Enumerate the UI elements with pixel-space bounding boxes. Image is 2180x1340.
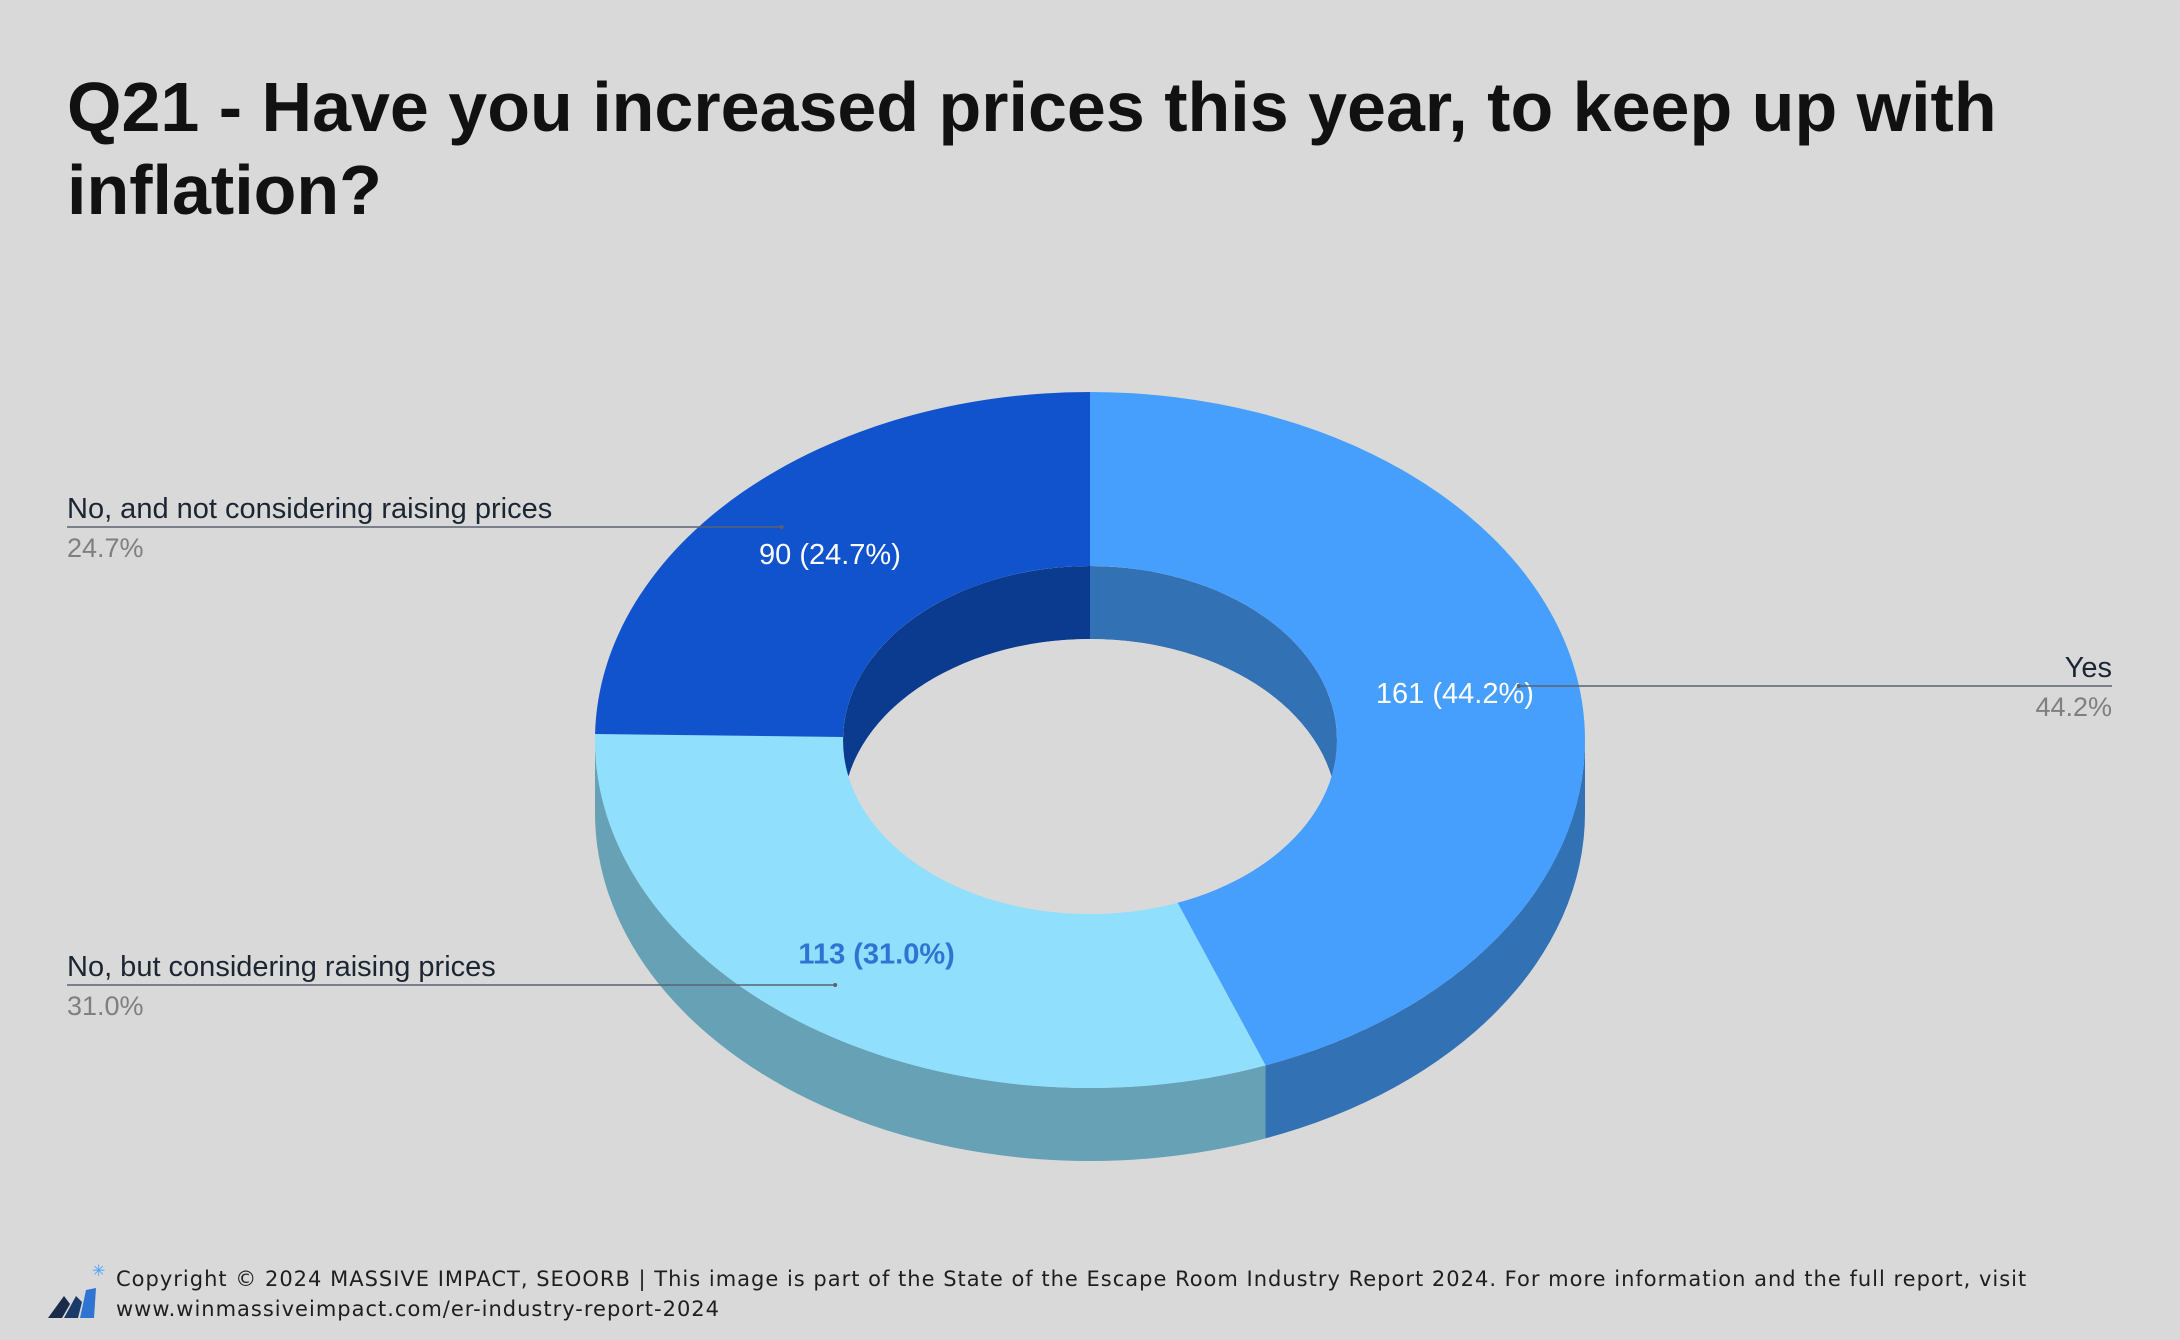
chart-title: Q21 - Have you increased prices this yea…	[67, 68, 1997, 229]
slice-1[interactable]	[594, 733, 1266, 1088]
callout-percent-1: 31.0%	[67, 991, 144, 1021]
callout-label-0: Yes	[2065, 652, 2112, 684]
data-label-1: 113 (31.0%)	[798, 939, 954, 971]
slice-0[interactable]	[1090, 392, 1585, 1066]
callout-dot-0	[1516, 684, 1521, 688]
slice-inner-wall-0	[1090, 566, 1337, 813]
callout-dot-2	[779, 525, 784, 529]
donut-chart: 161 (44.2%) 113 (31.0%) 90 (24.7%) Yes 44.2%…	[67, 392, 2112, 1161]
donut-top-faces	[594, 392, 1585, 1088]
footer: ✳ Copyright © 2024 MASSIVE IMPACT, SEOOR…	[46, 1258, 2166, 1328]
data-labels: 161 (44.2%) 113 (31.0%) 90 (24.7%)	[759, 539, 1534, 971]
slice-2[interactable]	[595, 392, 1090, 737]
massive-impact-logo-icon: ✳	[48, 1261, 105, 1318]
data-label-0: 161 (44.2%)	[1376, 678, 1534, 710]
slice-side-1	[595, 740, 1266, 1161]
callout-label-1: No, but considering raising prices	[67, 951, 496, 983]
copyright-text: Copyright © 2024 MASSIVE IMPACT, SEOORB …	[116, 1267, 2028, 1321]
callouts: Yes 44.2% No, but considering raising pric…	[67, 493, 2112, 1021]
callout-percent-0: 44.2%	[2035, 692, 2112, 722]
data-label-2: 90 (24.7%)	[759, 539, 901, 571]
callout-label-2: No, and not considering raising prices	[67, 493, 552, 525]
donut-side-walls	[595, 740, 1586, 1161]
callout-percent-2: 24.7%	[67, 533, 144, 563]
slice-side-0	[1265, 740, 1586, 1139]
callout-dot-1	[833, 983, 838, 987]
svg-text:✳: ✳	[92, 1261, 105, 1280]
slice-inner-wall-2	[843, 566, 1090, 810]
